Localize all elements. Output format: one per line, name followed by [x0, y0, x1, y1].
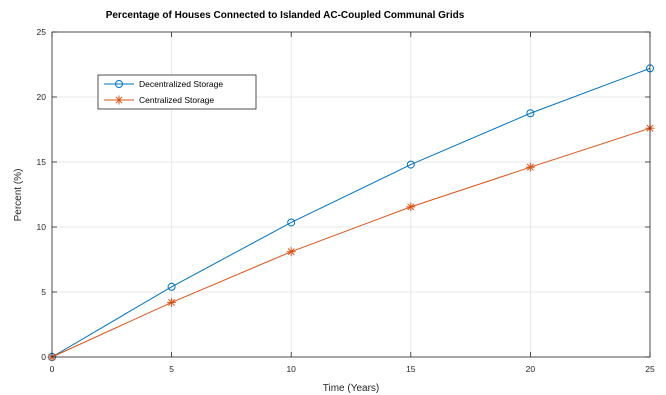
- legend-label: Centralized Storage: [139, 95, 214, 105]
- series-line: [51, 127, 651, 358]
- y-axis-label: Percent (%): [13, 169, 24, 222]
- x-tick-label: 20: [526, 364, 536, 374]
- legend-label: Decentralized Storage: [139, 79, 223, 89]
- plot-frame: [51, 31, 651, 358]
- x-ticks: 0 5 10 15 20 25: [50, 32, 655, 374]
- y-tick-label: 0: [41, 352, 46, 362]
- legend-item: Centralized Storage: [104, 95, 214, 105]
- y-tick-label: 15: [37, 157, 47, 167]
- legend: Decentralized Storage Centralized Storage: [97, 74, 257, 110]
- data-point-circle-marker: [115, 80, 123, 88]
- y-tick-label: 25: [37, 27, 47, 37]
- y-tick-label: 10: [37, 222, 47, 232]
- data-point-asterisk-marker: [525, 162, 535, 172]
- legend-item: Decentralized Storage: [104, 79, 223, 89]
- y-tick-label: 5: [41, 287, 46, 297]
- data-point-circle-marker: [287, 218, 296, 227]
- data-point-circle-marker: [406, 160, 415, 169]
- x-tick-label: 15: [406, 364, 416, 374]
- x-tick-label: 10: [286, 364, 296, 374]
- series-line: [51, 67, 651, 358]
- legend-box: [97, 74, 257, 110]
- data-point-asterisk-marker: [406, 202, 416, 212]
- data-point-circle-marker: [526, 109, 535, 118]
- y-ticks: 0 5 10 15 20 25: [37, 27, 650, 362]
- x-tick-label: 25: [645, 364, 655, 374]
- chart-title: Percentage of Houses Connected to Island…: [106, 10, 465, 21]
- data-point-asterisk-marker: [114, 95, 124, 105]
- y-tick-label: 20: [37, 92, 47, 102]
- x-axis-label: Time (Years): [323, 383, 380, 394]
- data-point-asterisk-marker: [167, 297, 177, 307]
- data-point-circle-marker: [167, 282, 176, 291]
- data-point-asterisk-marker: [286, 247, 296, 257]
- x-tick-label: 5: [169, 364, 174, 374]
- x-tick-label: 0: [50, 364, 55, 374]
